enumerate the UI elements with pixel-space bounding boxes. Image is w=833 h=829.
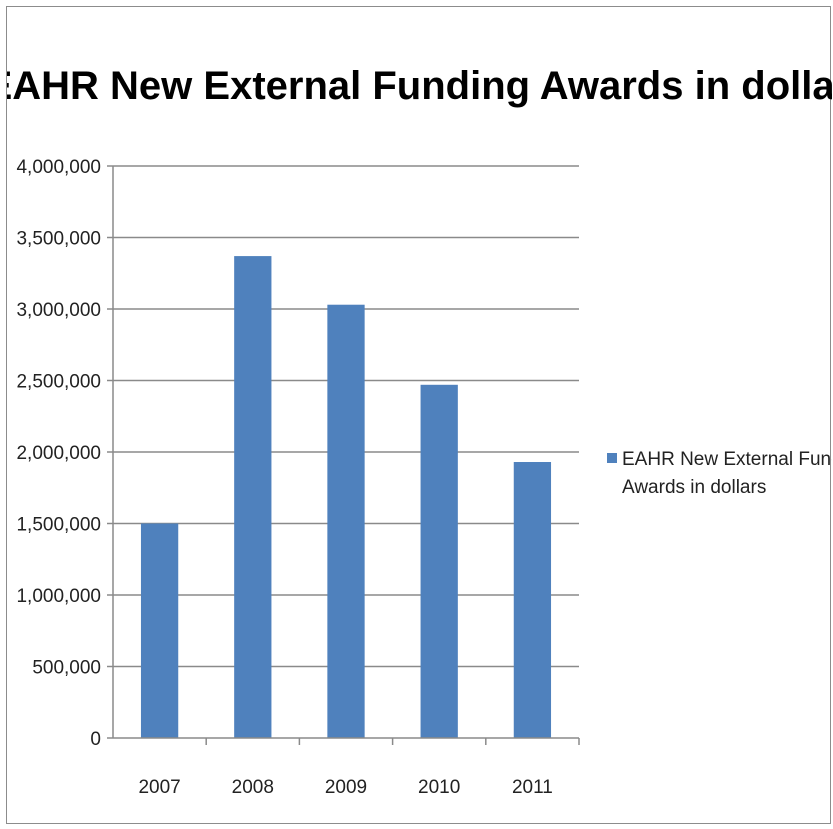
bar-2011 bbox=[513, 462, 552, 738]
x-tick-label: 2011 bbox=[512, 777, 553, 798]
y-tick-label: 1,000,000 bbox=[16, 586, 101, 607]
x-tick-label: 2010 bbox=[418, 777, 460, 798]
y-tick-label: 1,500,000 bbox=[16, 515, 101, 536]
y-tick-label: 4,000,000 bbox=[16, 157, 101, 178]
legend-swatch bbox=[607, 453, 617, 463]
x-tick-label: 2007 bbox=[138, 777, 180, 798]
y-tick-label: 500,000 bbox=[32, 658, 101, 679]
axes: 0 500,000 1,000,000 1,500,000 2,000,000 2,500… bbox=[16, 157, 580, 798]
bar-2010 bbox=[420, 384, 458, 738]
bar-2007 bbox=[140, 523, 179, 738]
legend-label: EAHR New External Funding bbox=[622, 449, 832, 470]
x-tick-label: 2008 bbox=[232, 777, 274, 798]
y-tick-label: 3,000,000 bbox=[16, 300, 101, 321]
legend: EAHR New External Funding Awards in dolla… bbox=[607, 449, 832, 498]
bar-2009 bbox=[327, 304, 365, 738]
bar-chart: EAHR New External Funding Awards in doll… bbox=[7, 64, 832, 798]
bar-2008 bbox=[234, 256, 272, 738]
chart-frame: EAHR New External Funding Awards in doll… bbox=[6, 6, 832, 824]
y-tick-label: 3,500,000 bbox=[16, 229, 101, 250]
y-tick-label: 2,000,000 bbox=[16, 443, 101, 464]
bars bbox=[140, 256, 552, 738]
x-tick-label: 2009 bbox=[325, 777, 367, 798]
chart-title: EAHR New External Funding Awards in doll… bbox=[7, 64, 832, 108]
legend-label: Awards in dollars bbox=[622, 477, 766, 498]
y-tick-label: 2,500,000 bbox=[16, 372, 101, 393]
y-tick-label: 0 bbox=[90, 729, 101, 750]
